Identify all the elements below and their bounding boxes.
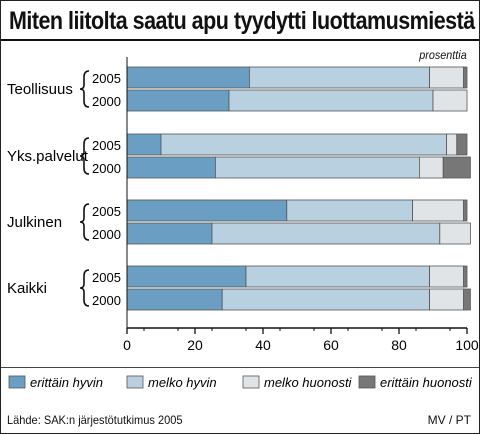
x-tick-label: 100 (455, 337, 479, 353)
bar-segment (463, 288, 471, 311)
bar-segment (418, 156, 444, 179)
bar-segment (126, 199, 288, 222)
legend-label: melko huonosti (264, 375, 353, 390)
bar-segment (126, 288, 223, 311)
bar-segment (248, 66, 430, 89)
year-label: 2005 (92, 71, 121, 86)
bar-segment (432, 89, 468, 112)
bar-segment (463, 66, 468, 89)
bar-segment (456, 133, 468, 156)
legend-label: erittäin huonosti (380, 375, 473, 390)
group-brace (79, 70, 90, 108)
bar-segment (245, 265, 431, 288)
bar-segment (160, 133, 448, 156)
bar-segment (126, 265, 247, 288)
bar-segment (463, 199, 468, 222)
bar-segment (429, 265, 465, 288)
title-rule (1, 39, 479, 41)
year-label: 2005 (92, 270, 121, 285)
group-brace (79, 203, 90, 241)
year-label: 2000 (92, 161, 121, 176)
source-note: Lähde: SAK:n järjestötutkimus 2005 (7, 413, 183, 427)
bar-segment (442, 156, 471, 179)
bar-segment (446, 133, 458, 156)
group-brace (79, 269, 90, 307)
legend-label: erittäin hyvin (30, 375, 103, 390)
x-tick-label: 40 (255, 337, 271, 353)
year-label: 2000 (92, 293, 121, 308)
bar-segment (429, 66, 465, 89)
bar-segment (214, 156, 420, 179)
legend-swatch (242, 375, 260, 389)
x-tick-label: 0 (123, 337, 131, 353)
x-tick-label: 80 (391, 337, 407, 353)
bar-segment (211, 222, 441, 245)
credit-note: MV / PT (427, 413, 471, 427)
bar-segment (439, 222, 471, 245)
bar-segment (286, 199, 413, 222)
year-label: 2000 (92, 94, 121, 109)
group-brace (79, 137, 90, 175)
legend-swatch (8, 375, 26, 389)
bar-segment (228, 89, 434, 112)
category-label: Kaikki (7, 280, 47, 297)
bar-segment (463, 265, 468, 288)
bar-segment (126, 222, 213, 245)
bar-segment (126, 66, 250, 89)
bar-segment (221, 288, 430, 311)
year-label: 2005 (92, 204, 121, 219)
bar-segment (126, 133, 162, 156)
x-tick-label: 20 (187, 337, 203, 353)
category-label: Yks.palvelut (7, 148, 89, 165)
unit-label: prosenttia (419, 48, 467, 62)
bar-segment (126, 89, 230, 112)
legend-swatch (126, 375, 144, 389)
category-label: Teollisuus (7, 81, 73, 98)
bar-segment (126, 156, 216, 179)
chart-title: Miten liitolta saatu apu tyydytti luotta… (9, 7, 475, 35)
year-label: 2005 (92, 138, 121, 153)
bar-segment (429, 288, 465, 311)
legend-label: melko hyvin (148, 375, 217, 390)
legend-divider (1, 367, 479, 368)
year-label: 2000 (92, 227, 121, 242)
category-label: Julkinen (7, 214, 62, 231)
bar-segment (412, 199, 465, 222)
x-tick-label: 60 (323, 337, 339, 353)
legend-swatch (358, 375, 376, 389)
